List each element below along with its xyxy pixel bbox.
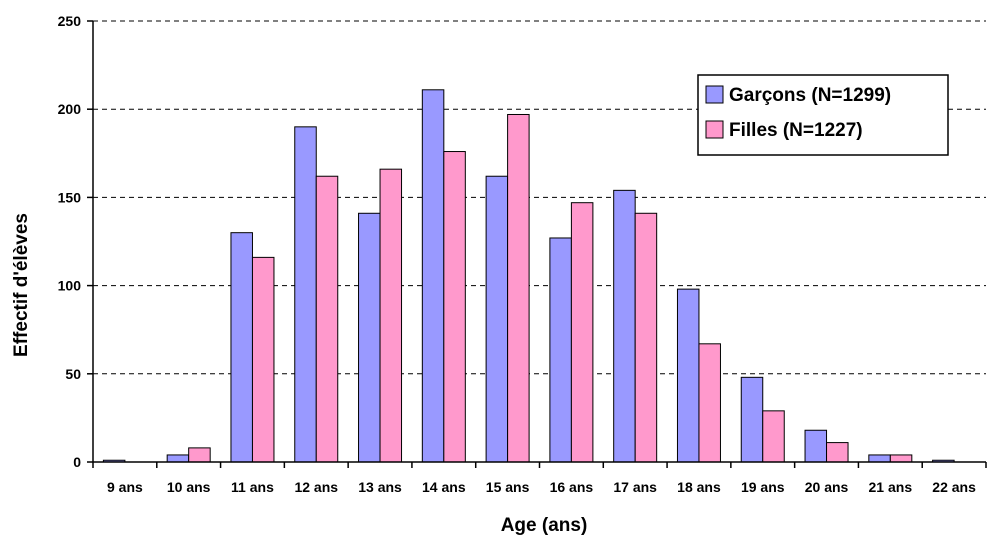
bar-garcons xyxy=(294,126,317,463)
bar-filles xyxy=(826,442,849,463)
bar-garcons xyxy=(740,376,764,463)
legend-label-filles: Filles (N=1227) xyxy=(729,120,863,141)
x-axis-title: Age (ans) xyxy=(501,515,588,536)
x-tick-label: 21 ans xyxy=(869,479,913,495)
x-tick-label: 18 ans xyxy=(677,479,721,495)
x-tick-label: 13 ans xyxy=(358,479,402,495)
bar-garcons xyxy=(421,89,445,463)
bar-filles xyxy=(762,410,785,463)
bar-garcons xyxy=(549,237,572,463)
bar-garcons xyxy=(868,454,891,463)
x-tick-label: 11 ans xyxy=(231,479,274,495)
bar-garcons xyxy=(485,175,509,463)
x-tick-label: 17 ans xyxy=(613,479,657,495)
bar-filles xyxy=(251,256,275,463)
y-tick-label: 250 xyxy=(58,13,82,29)
bar-filles xyxy=(634,212,658,463)
x-tick-label: 15 ans xyxy=(486,479,530,495)
bar-filles xyxy=(188,447,211,463)
bar-garcons xyxy=(804,429,828,463)
y-axis-title: Effectif d'élèves xyxy=(11,213,32,357)
x-tick-label: 9 ans xyxy=(107,479,143,495)
bar-garcons xyxy=(358,212,381,463)
x-tick-label: 10 ans xyxy=(167,479,211,495)
legend-swatch-filles xyxy=(705,120,724,139)
grid-lines xyxy=(93,20,986,375)
y-tick-label: 50 xyxy=(65,366,81,382)
legend-label-garcons: Garçons (N=1299) xyxy=(729,85,891,106)
y-tick-labels: 0 50 100 150 200 250 xyxy=(58,13,93,470)
legend-box xyxy=(697,74,949,156)
y-tick-label: 0 xyxy=(73,454,81,470)
y-tick-label: 200 xyxy=(58,101,82,117)
bar-filles xyxy=(379,168,403,463)
bar-filles xyxy=(315,175,339,463)
y-tick-label: 100 xyxy=(58,278,82,294)
bar-garcons xyxy=(166,454,190,463)
x-tick-label: 22 ans xyxy=(932,479,976,495)
bar-filles xyxy=(570,202,594,463)
bar-garcons xyxy=(613,189,636,463)
x-tick-label: 19 ans xyxy=(741,479,785,495)
legend: Garçons (N=1299) Filles (N=1227) xyxy=(697,74,949,156)
x-tick-labels: 9 ans 10 ans 11 ans 12 ans 13 ans 14 ans 15 an… xyxy=(92,462,987,495)
legend-swatch-garcons xyxy=(705,85,724,104)
bar-filles xyxy=(507,113,530,463)
x-tick-label: 14 ans xyxy=(422,479,466,495)
bar-filles xyxy=(698,343,721,463)
x-tick-label: 12 ans xyxy=(294,479,338,495)
bar-filles xyxy=(443,151,466,463)
x-tick-label: 20 ans xyxy=(805,479,849,495)
bar-filles xyxy=(889,454,913,463)
bar-garcons xyxy=(230,232,253,463)
bar-garcons xyxy=(676,288,700,463)
x-tick-label: 16 ans xyxy=(550,479,594,495)
y-tick-label: 150 xyxy=(58,189,82,205)
